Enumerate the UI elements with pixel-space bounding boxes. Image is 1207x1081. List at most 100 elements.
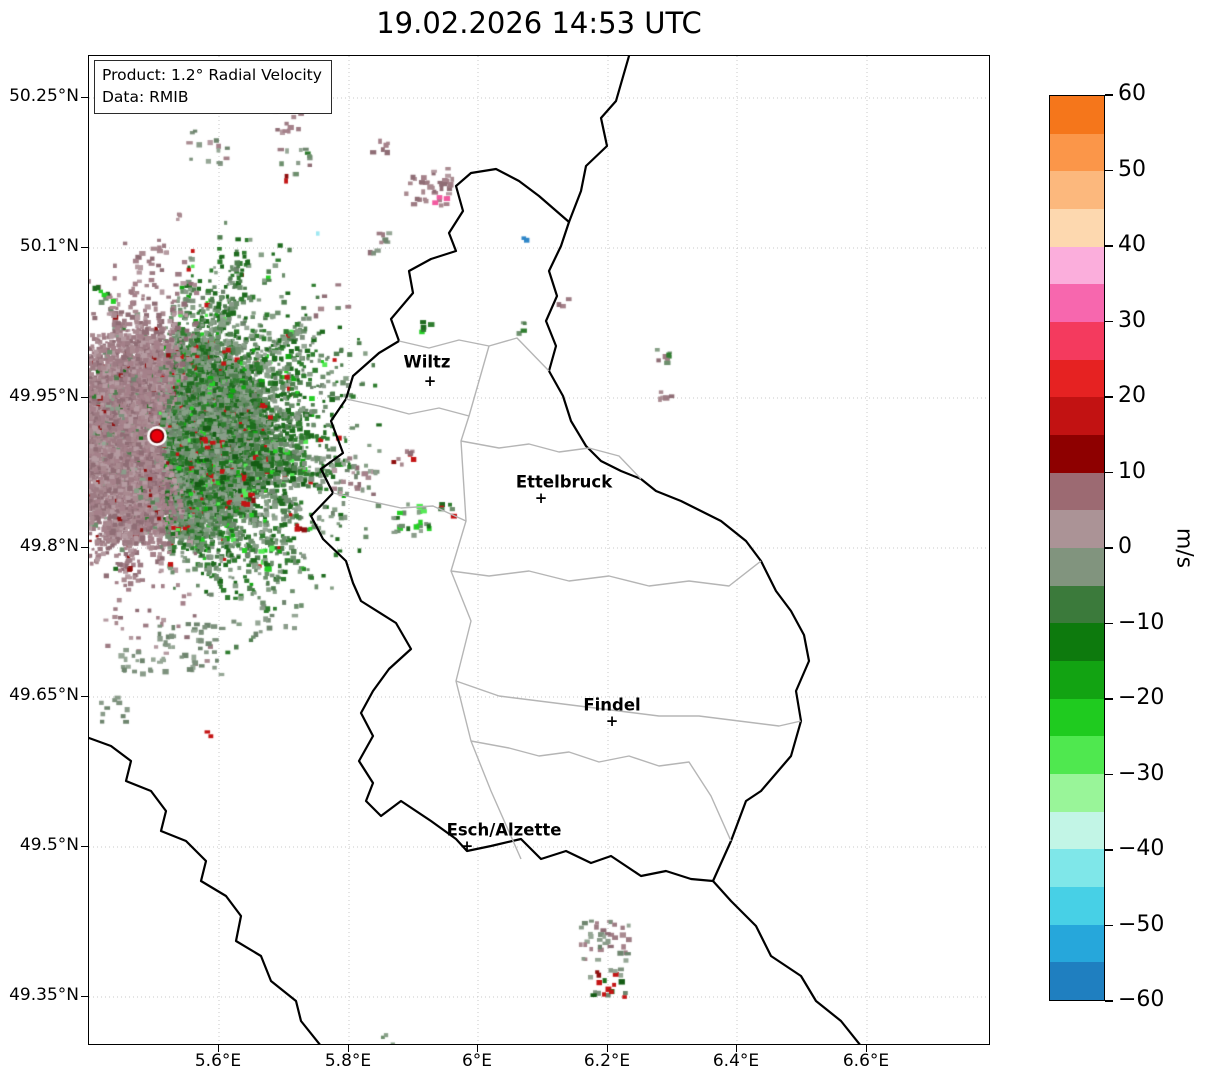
colorbar-tick-label: −50 bbox=[1118, 911, 1165, 937]
colorbar-tick-label: 60 bbox=[1118, 81, 1146, 106]
data-source-label: Data: RMIB bbox=[102, 88, 189, 106]
y-tick-label: 49.5°N bbox=[19, 835, 79, 855]
y-tick-label: 49.95°N bbox=[9, 386, 79, 406]
colorbar-segment bbox=[1050, 849, 1104, 888]
x-tick-label: 6.6°E bbox=[842, 1051, 890, 1071]
city-label: Ettelbruck bbox=[515, 472, 613, 492]
city-plus-marker: + bbox=[534, 489, 548, 508]
colorbar-tick-mark bbox=[1105, 320, 1113, 323]
colorbar-segment bbox=[1050, 284, 1104, 323]
colorbar-segment bbox=[1050, 736, 1104, 775]
colorbar-segment bbox=[1050, 585, 1104, 624]
colorbar-tick-mark bbox=[1105, 849, 1113, 851]
colorbar-tick-mark bbox=[1105, 169, 1113, 172]
x-tick-mark bbox=[476, 1045, 479, 1052]
colorbar-tick-label: 30 bbox=[1118, 307, 1146, 333]
city-markers-layer: Wiltz + Ettelbruck + Findel + Esch/Alzette + bbox=[89, 56, 989, 1044]
colorbar-tick-mark bbox=[1105, 471, 1113, 474]
x-tick-mark bbox=[735, 1045, 738, 1052]
city-label: Esch/Alzette bbox=[446, 820, 562, 840]
colorbar-segment bbox=[1050, 623, 1104, 662]
district-border bbox=[450, 560, 762, 587]
colorbar-tick-label: 40 bbox=[1118, 232, 1146, 257]
radar-data-layer bbox=[89, 56, 989, 1044]
colorbar-segment bbox=[1050, 510, 1104, 549]
y-tick-mark bbox=[81, 995, 88, 998]
colorbar-segment bbox=[1050, 887, 1104, 925]
colorbar-segment bbox=[1050, 322, 1104, 360]
colorbar-segment bbox=[1050, 359, 1104, 398]
y-tick-mark bbox=[81, 546, 88, 549]
colorbar-tick-label: −30 bbox=[1118, 760, 1165, 786]
x-tick-mark bbox=[865, 1045, 868, 1052]
product-info-box: Product: 1.2° Radial Velocity Data: RMIB bbox=[94, 60, 332, 114]
colorbar-tick-mark bbox=[1105, 1000, 1113, 1002]
plot-area: Wiltz + Ettelbruck + Findel + Esch/Alzette + Pr… bbox=[88, 55, 990, 1045]
y-tick-label: 49.35°N bbox=[9, 985, 79, 1005]
colorbar-segment bbox=[1050, 698, 1104, 737]
colorbar-unit-label: m/s bbox=[1171, 527, 1197, 569]
city-plus-marker: + bbox=[423, 372, 437, 391]
y-tick-mark bbox=[81, 845, 88, 848]
colorbar-tick-label: 50 bbox=[1118, 156, 1146, 182]
colorbar-tick-label: −40 bbox=[1118, 836, 1165, 861]
x-tick-label: 6.2°E bbox=[583, 1051, 631, 1071]
city-label: Findel bbox=[583, 695, 641, 715]
city-plus-marker: + bbox=[460, 837, 474, 856]
colorbar-tick-label: −20 bbox=[1118, 685, 1165, 710]
district-border bbox=[345, 345, 490, 417]
y-tick-label: 49.8°N bbox=[19, 536, 79, 556]
colorbar-segment bbox=[1050, 209, 1104, 247]
y-tick-label: 49.65°N bbox=[9, 685, 79, 705]
x-tick-label: 5.8°E bbox=[324, 1051, 372, 1071]
colorbar-segment bbox=[1050, 548, 1104, 586]
country-border-belgium-germany bbox=[567, 56, 631, 224]
y-tick-label: 50.25°N bbox=[9, 86, 79, 106]
colorbar-tick-mark bbox=[1105, 924, 1113, 927]
x-tick-mark bbox=[347, 1045, 350, 1052]
colorbar-tick-label: −60 bbox=[1118, 987, 1165, 1012]
colorbar-tick-mark bbox=[1105, 547, 1113, 549]
colorbar-tick-mark bbox=[1105, 622, 1113, 625]
colorbar-segment bbox=[1050, 397, 1104, 436]
colorbar-segment bbox=[1050, 924, 1104, 963]
colorbar-tick-label: 0 bbox=[1118, 534, 1132, 559]
x-tick-label: 6°E bbox=[461, 1051, 493, 1071]
country-border-france-belgium bbox=[89, 736, 321, 1044]
x-tick-label: 5.6°E bbox=[194, 1051, 242, 1071]
colorbar-tick-mark bbox=[1105, 396, 1113, 398]
district-borders-group bbox=[332, 337, 802, 860]
district-border bbox=[460, 440, 642, 480]
colorbar-segment bbox=[1050, 96, 1104, 134]
district-border bbox=[455, 680, 802, 727]
colorbar-tick-mark bbox=[1105, 773, 1113, 776]
x-tick-mark bbox=[606, 1045, 609, 1052]
y-tick-mark bbox=[81, 695, 88, 698]
colorbar-segment bbox=[1050, 171, 1104, 210]
colorbar-segment bbox=[1050, 472, 1104, 511]
district-border bbox=[470, 740, 732, 842]
colorbar-tick-mark bbox=[1105, 94, 1113, 96]
map-borders-layer bbox=[89, 56, 861, 1044]
colorbar-segment bbox=[1050, 774, 1104, 812]
colorbar-tick-label: −10 bbox=[1118, 609, 1165, 635]
colorbar-segment bbox=[1050, 246, 1104, 285]
colorbar-tick-label: 10 bbox=[1118, 458, 1146, 484]
district-border bbox=[450, 415, 522, 860]
country-border-france-germany bbox=[711, 879, 861, 1044]
y-tick-mark bbox=[81, 96, 88, 99]
y-tick-label: 50.1°N bbox=[19, 236, 79, 256]
colorbar-tick-mark bbox=[1105, 245, 1113, 247]
city-plus-marker: + bbox=[605, 712, 619, 731]
colorbar-segment bbox=[1050, 133, 1104, 172]
colorbar bbox=[1049, 95, 1105, 1001]
colorbar-segment bbox=[1050, 811, 1104, 850]
city-label: Wiltz bbox=[403, 352, 451, 372]
district-border bbox=[398, 337, 550, 372]
x-tick-mark bbox=[217, 1045, 220, 1052]
y-tick-mark bbox=[81, 396, 88, 399]
district-border bbox=[332, 492, 467, 522]
x-tick-label: 6.4°E bbox=[712, 1051, 760, 1071]
colorbar-segment bbox=[1050, 962, 1104, 1001]
